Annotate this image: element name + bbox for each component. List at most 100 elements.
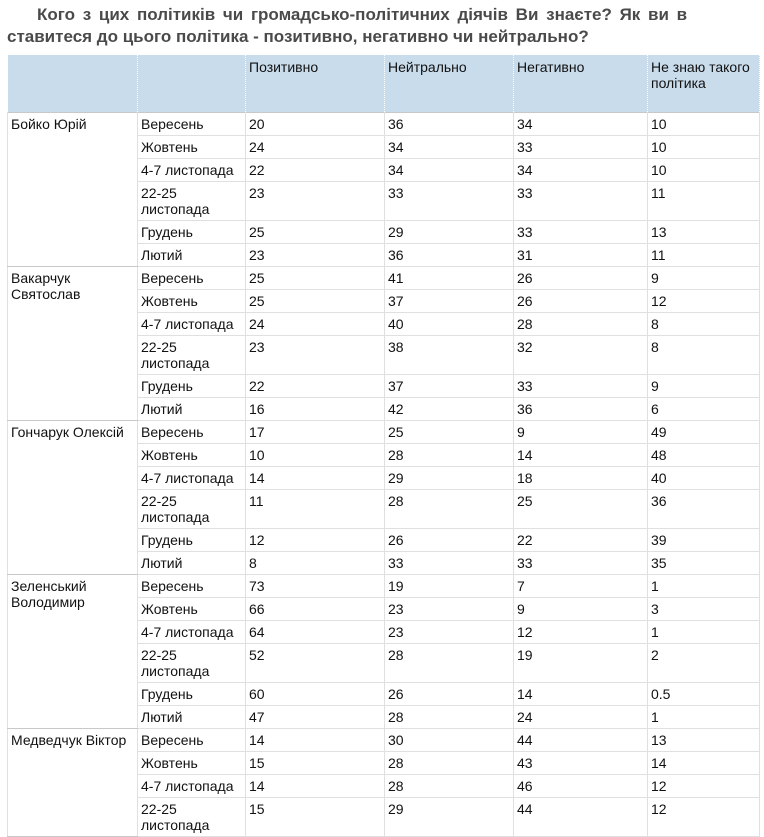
table-body: Бойко Юрій Вересень 20 36 34 10 Жовтень 24 34 33 1… <box>7 112 760 837</box>
value-cell: 25 <box>513 489 648 529</box>
value-cell: 42 <box>384 397 514 421</box>
value-cell: 37 <box>384 374 514 398</box>
value-cell: 34 <box>384 135 514 159</box>
value-cell: 18 <box>513 466 648 490</box>
title-line: Кого з цих політиків чи громадсько-політ… <box>37 5 688 24</box>
politician-name: Гончарук Олексій <box>7 420 138 575</box>
value-cell: 40 <box>647 466 760 490</box>
table-row: Жовтень 15 28 43 14 <box>8 751 760 775</box>
value-cell: 19 <box>384 574 514 598</box>
period-cell: 4-7 листопада <box>137 158 246 182</box>
value-cell: 19 <box>513 643 648 683</box>
period-cell: Жовтень <box>137 289 246 313</box>
value-cell: 1 <box>647 620 760 644</box>
table-row: Грудень 12 26 22 39 <box>8 528 760 552</box>
value-cell: 26 <box>384 682 514 706</box>
value-cell: 8 <box>245 551 385 575</box>
period-cell: Жовтень <box>137 751 246 775</box>
value-cell: 24 <box>513 705 648 729</box>
value-cell: 34 <box>384 158 514 182</box>
period-cell: 22-25 листопада <box>137 797 246 837</box>
value-cell: 23 <box>384 597 514 621</box>
value-cell: 64 <box>245 620 385 644</box>
value-cell: 43 <box>513 751 648 775</box>
value-cell: 17 <box>245 420 385 444</box>
period-cell: Жовтень <box>137 597 246 621</box>
period-cell: Вересень <box>137 112 246 136</box>
value-cell: 10 <box>245 443 385 467</box>
value-cell: 23 <box>245 335 385 375</box>
value-cell: 48 <box>647 443 760 467</box>
value-cell: 44 <box>513 797 648 837</box>
value-cell: 36 <box>647 489 760 529</box>
value-cell: 36 <box>513 397 648 421</box>
period-cell: Вересень <box>137 266 246 290</box>
table-row: Грудень 22 37 33 9 <box>8 374 760 398</box>
value-cell: 8 <box>647 335 760 375</box>
value-cell: 73 <box>245 574 385 598</box>
value-cell: 39 <box>647 528 760 552</box>
value-cell: 12 <box>647 797 760 837</box>
table-row: Грудень 60 26 14 0.5 <box>8 682 760 706</box>
header-cell <box>7 54 138 113</box>
value-cell: 10 <box>647 158 760 182</box>
value-cell: 28 <box>384 751 514 775</box>
value-cell: 44 <box>513 728 648 752</box>
table-row: 4-7 листопада 24 40 28 8 <box>8 312 760 336</box>
value-cell: 28 <box>384 443 514 467</box>
value-cell: 12 <box>245 528 385 552</box>
value-cell: 9 <box>647 266 760 290</box>
header-cell <box>137 54 246 113</box>
politician-name: Медведчук Віктор <box>7 728 138 837</box>
value-cell: 49 <box>647 420 760 444</box>
period-cell: Лютий <box>137 397 246 421</box>
table-row: 4-7 листопада 22 34 34 10 <box>8 158 760 182</box>
value-cell: 14 <box>513 682 648 706</box>
value-cell: 28 <box>384 705 514 729</box>
table-row: 22-25 листопада 11 28 25 36 <box>8 489 760 529</box>
value-cell: 40 <box>384 312 514 336</box>
title: Кого з цих політиків чи громадсько-політ… <box>7 4 764 48</box>
period-cell: Грудень <box>137 528 246 552</box>
value-cell: 22 <box>513 528 648 552</box>
period-cell: 22-25 листопада <box>137 643 246 683</box>
value-cell: 29 <box>384 466 514 490</box>
value-cell: 29 <box>384 220 514 244</box>
period-cell: 4-7 листопада <box>137 312 246 336</box>
table-row: Гончарук Олексій Вересень 17 25 9 49 <box>7 420 760 575</box>
politician-name: Бойко Юрій <box>7 112 138 267</box>
table-row: Вакарчук Святослав Вересень 25 41 26 9 <box>7 266 760 421</box>
value-cell: 12 <box>513 620 648 644</box>
value-cell: 28 <box>513 312 648 336</box>
period-cell: 4-7 листопада <box>137 620 246 644</box>
value-cell: 26 <box>384 528 514 552</box>
value-cell: 13 <box>647 728 760 752</box>
value-cell: 60 <box>245 682 385 706</box>
value-cell: 37 <box>384 289 514 313</box>
value-cell: 13 <box>647 220 760 244</box>
title-line: ставитеся до цього політика - позитивно,… <box>7 27 589 46</box>
value-cell: 25 <box>245 289 385 313</box>
period-cell: 4-7 листопада <box>137 466 246 490</box>
period-cell: 22-25 листопада <box>137 335 246 375</box>
value-cell: 34 <box>513 158 648 182</box>
value-cell: 25 <box>384 420 514 444</box>
value-cell: 22 <box>245 158 385 182</box>
period-cell: Лютий <box>137 705 246 729</box>
table-row: Зеленський Володимир Вересень 73 19 7 1 <box>7 574 760 729</box>
value-cell: 31 <box>513 243 648 267</box>
table-row: 22-25 листопада 23 38 32 8 <box>8 335 760 375</box>
period-cell: Жовтень <box>137 135 246 159</box>
value-cell: 15 <box>245 797 385 837</box>
value-cell: 12 <box>647 289 760 313</box>
value-cell: 33 <box>384 551 514 575</box>
value-cell: 25 <box>245 220 385 244</box>
value-cell: 7 <box>513 574 648 598</box>
value-cell: 1 <box>647 705 760 729</box>
period-cell: Грудень <box>137 374 246 398</box>
value-cell: 41 <box>384 266 514 290</box>
value-cell: 28 <box>384 643 514 683</box>
value-cell: 2 <box>647 643 760 683</box>
header-cell: Не знаю такого політика <box>647 54 760 113</box>
value-cell: 14 <box>245 466 385 490</box>
